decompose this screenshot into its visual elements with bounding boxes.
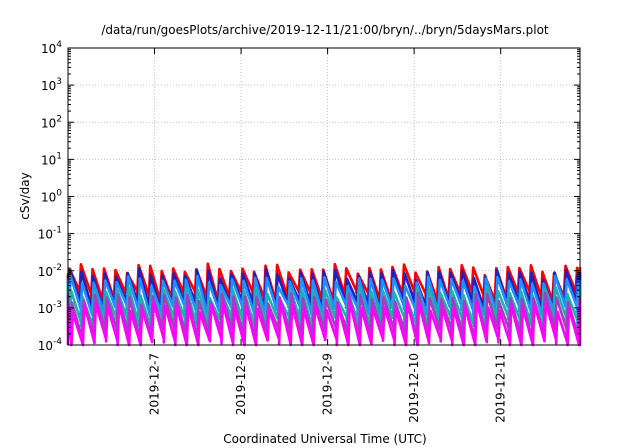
x-tick-label: 2019-12-7 <box>148 353 162 415</box>
plot-frame <box>67 47 581 346</box>
y-tick-label: 102 <box>41 114 62 130</box>
x-tick-label: 2019-12-11 <box>494 353 508 423</box>
y-tick-label: 10-3 <box>38 300 62 316</box>
y-tick-label: 10-4 <box>38 337 63 353</box>
x-axis-label: Coordinated Universal Time (UTC) <box>223 432 426 446</box>
x-tick-label: 2019-12-8 <box>234 353 248 415</box>
x-tick-label: 2019-12-10 <box>407 353 421 423</box>
chart-title: /data/run/goesPlots/archive/2019-12-11/2… <box>101 23 549 37</box>
y-tick-label: 104 <box>41 40 62 56</box>
plot-series <box>66 262 582 347</box>
series-line <box>66 300 582 347</box>
y-tick-label: 10-1 <box>38 226 62 242</box>
y-tick-label: 10-2 <box>38 263 62 279</box>
y-tick-label: 100 <box>41 189 62 205</box>
axes: 10-4 10-3 10-2 10-1 100 101 102 103 104 2019-12-7… <box>38 40 580 423</box>
y-tick-label: 103 <box>41 77 62 93</box>
x-tick-label: 2019-12-9 <box>321 353 335 415</box>
y-tick-label: 101 <box>41 151 62 167</box>
y-axis-label: cSv/day <box>18 172 32 219</box>
